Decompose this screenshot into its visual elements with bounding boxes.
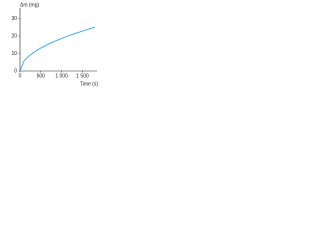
data-line <box>19 26 96 72</box>
x-tick-label: 1 500 <box>76 73 89 79</box>
x-tick-label: 500 <box>37 73 46 79</box>
x-tick-label: 0 <box>19 73 22 79</box>
y-tick-label: 0 <box>14 68 17 74</box>
x-axis-label: Time (s) <box>80 81 98 87</box>
chart: Δm (mg) Time (s) 0 10 20 30 0 500 1 000 1 500 <box>11 2 98 87</box>
y-axis-label: Δm (mg) <box>20 2 40 8</box>
y-tick-label: 20 <box>11 33 17 39</box>
x-tick-label: 1 000 <box>55 73 68 79</box>
y-tick-label: 10 <box>11 51 17 57</box>
y-tick-label: 30 <box>11 16 17 22</box>
